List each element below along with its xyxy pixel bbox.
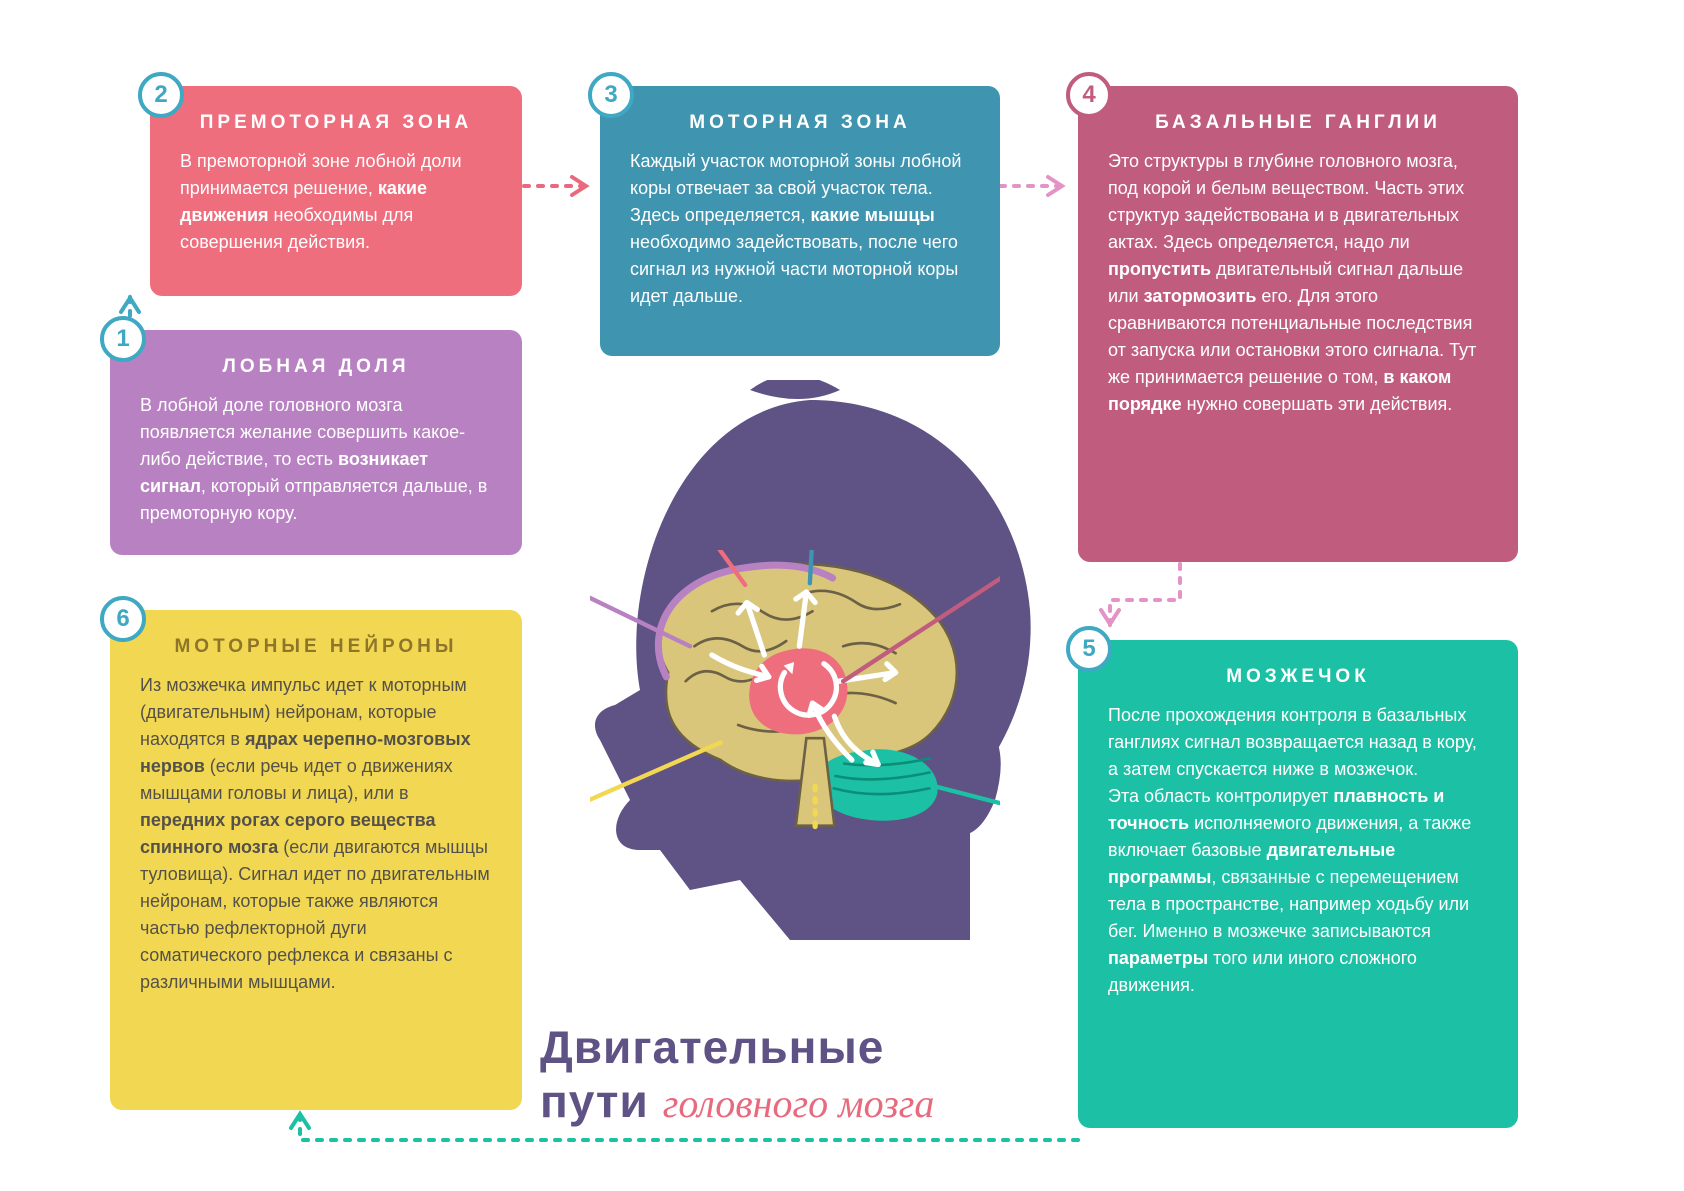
main-title: Двигательные пути головного мозга xyxy=(540,1020,1100,1128)
card-badge-6: 6 xyxy=(100,596,146,642)
card-badge-3: 3 xyxy=(588,72,634,118)
card-premotor: ПРЕМОТОРНАЯ ЗОНА В премоторной зоне лобно… xyxy=(150,86,522,296)
connector-arrowhead xyxy=(572,177,586,195)
card-badge-5: 5 xyxy=(1066,626,1112,672)
connector-arrowhead xyxy=(121,298,139,312)
card-title: ЛОБНАЯ ДОЛЯ xyxy=(140,356,492,378)
connector xyxy=(1110,564,1180,626)
card-title: БАЗАЛЬНЫЕ ГАНГЛИИ xyxy=(1108,112,1488,134)
card-badge-1: 1 xyxy=(100,316,146,362)
title-line2-script: головного мозга xyxy=(663,1080,935,1127)
card-badge-2: 2 xyxy=(138,72,184,118)
card-body: Это структуры в глубине головного мозга,… xyxy=(1108,148,1488,418)
card-motor: МОТОРНАЯ ЗОНА Каждый участок моторной зон… xyxy=(600,86,1000,356)
card-title: МОТОРНАЯ ЗОНА xyxy=(630,112,970,134)
card-body: После прохождения контроля в базальных г… xyxy=(1108,702,1488,999)
card-frontal_lobe: ЛОБНАЯ ДОЛЯ В лобной доле головного мозга… xyxy=(110,330,522,555)
card-title: МОТОРНЫЕ НЕЙРОНЫ xyxy=(140,636,492,658)
title-line2-bold: пути xyxy=(540,1074,649,1128)
card-basal_ganglia: БАЗАЛЬНЫЕ ГАНГЛИИ Это структуры в глубине… xyxy=(1078,86,1518,562)
card-body: В лобной доле головного мозга появляется… xyxy=(140,392,492,527)
card-body: Каждый участок моторной зоны лобной коры… xyxy=(630,148,970,310)
card-body: В премоторной зоне лобной доли принимает… xyxy=(180,148,492,256)
card-body: Из мозжечка импульс идет к моторным (дви… xyxy=(140,672,492,996)
title-line1: Двигательные xyxy=(540,1020,1100,1074)
connector-arrowhead xyxy=(1101,610,1119,624)
card-badge-4: 4 xyxy=(1066,72,1112,118)
connector-arrowhead xyxy=(1048,177,1062,195)
card-title: МОЗЖЕЧОК xyxy=(1108,666,1488,688)
brain-illustration xyxy=(500,380,1060,1020)
card-motor_neurons: МОТОРНЫЕ НЕЙРОНЫ Из мозжечка импульс идет… xyxy=(110,610,522,1110)
card-title: ПРЕМОТОРНАЯ ЗОНА xyxy=(180,112,492,134)
card-cerebellum: МОЗЖЕЧОК После прохождения контроля в баз… xyxy=(1078,640,1518,1128)
connector-arrowhead xyxy=(291,1114,309,1128)
